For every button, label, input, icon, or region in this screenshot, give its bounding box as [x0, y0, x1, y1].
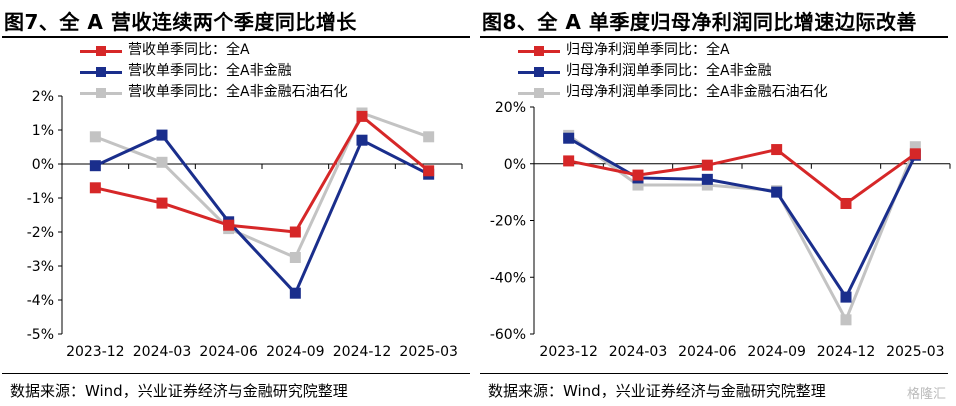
data-point	[423, 165, 435, 177]
data-point	[701, 173, 713, 185]
y-tick-label: -2%	[27, 225, 54, 241]
legend-marker	[96, 67, 106, 77]
legend-label: 归母净利润单季同比：全A	[566, 42, 730, 58]
data-point	[840, 291, 852, 303]
chart-title: 图7、全 A 营收连续两个季度同比增长	[4, 10, 357, 34]
data-point	[289, 226, 301, 238]
line-chart-profit: 20% 0% -20% -40% -60% 2023-12 2024-03 2024-06 20…	[490, 100, 951, 360]
x-tick-label: 2025-03	[399, 344, 458, 360]
series-line	[94, 133, 430, 295]
legend-label: 营收单季同比：全A非金融石油石化	[128, 84, 348, 100]
y-tick-label: -40%	[490, 270, 526, 286]
title-divider	[2, 36, 470, 38]
data-point	[223, 219, 235, 231]
legend-label: 营收单季同比：全A	[128, 42, 250, 58]
data-point	[289, 252, 301, 263]
y-tick-label: 0%	[504, 157, 526, 173]
data-point	[840, 197, 852, 209]
chart-panel-right: 图8、全 A 单季度归母净利润同比增速边际改善 20% 0% -20% -40% -60…	[478, 0, 956, 406]
y-tick-label: 20%	[495, 100, 526, 116]
legend-marker	[534, 88, 544, 98]
data-point	[156, 129, 168, 141]
y-tick-label: -60%	[490, 327, 526, 343]
x-tick-label: 2024-03	[133, 344, 192, 360]
chart-title: 图8、全 A 单季度归母净利润同比增速边际改善	[482, 10, 917, 34]
legend-marker	[534, 67, 544, 77]
data-point	[771, 144, 783, 156]
legend-label: 归母净利润单季同比：全A非金融石油石化	[566, 84, 828, 100]
y-tick-label: 0%	[32, 157, 54, 173]
data-point	[701, 159, 713, 171]
source-divider	[480, 373, 948, 374]
data-point	[909, 141, 921, 153]
y-tick-label: -20%	[490, 214, 526, 230]
source-divider	[2, 373, 470, 374]
data-point	[89, 182, 101, 194]
legend-marker	[96, 46, 106, 56]
data-point	[632, 179, 644, 191]
x-tick-label: 2024-12	[333, 344, 392, 360]
line-chart-revenue: 2% 1% 0% -1% -2% -3% -4% -5% 2023-12 2024-03 2024-…	[27, 89, 463, 360]
y-tick-label: 2%	[32, 89, 54, 105]
x-tick-label: 2024-09	[266, 344, 325, 360]
data-point	[563, 155, 575, 167]
series-line	[94, 111, 430, 259]
x-tick-label: 2024-12	[817, 344, 876, 360]
x-tick-label: 2023-12	[539, 344, 598, 360]
data-point	[156, 197, 168, 209]
x-tick-label: 2023-12	[66, 344, 125, 360]
data-point	[840, 314, 852, 326]
watermark: 格隆汇	[906, 387, 946, 402]
legend-label: 营收单季同比：全A非金融	[128, 63, 292, 79]
y-tick-label: -3%	[27, 259, 54, 275]
data-point	[701, 179, 713, 191]
series-line	[567, 134, 917, 322]
data-point	[289, 287, 301, 299]
legend-marker	[96, 88, 106, 98]
series-line	[568, 148, 917, 205]
series-line	[94, 114, 430, 234]
data-point	[771, 186, 783, 198]
data-point	[89, 160, 101, 172]
y-tick-label: -4%	[27, 293, 54, 309]
x-tick-label: 2024-06	[199, 344, 258, 360]
title-divider	[480, 36, 948, 38]
legend-marker	[534, 46, 544, 56]
source-note: 数据来源：Wind，兴业证券经济与金融研究院整理	[488, 382, 826, 400]
chart-panel-left: 图7、全 A 营收连续两个季度同比增长 2% 1% 0% -1% -2% -3% -4% -5…	[2, 10, 470, 400]
data-point	[909, 148, 921, 160]
y-tick-label: -1%	[27, 191, 54, 207]
data-point	[356, 134, 368, 146]
data-point	[632, 169, 644, 181]
data-point	[563, 132, 575, 144]
data-point	[156, 156, 168, 168]
y-tick-label: 1%	[32, 123, 54, 139]
x-tick-label: 2024-09	[747, 344, 806, 360]
data-point	[423, 131, 435, 143]
x-tick-label: 2024-06	[678, 344, 737, 360]
x-tick-label: 2024-03	[609, 344, 668, 360]
legend-label: 归母净利润单季同比：全A非金融	[566, 63, 772, 79]
y-tick-label: -5%	[27, 327, 54, 343]
source-note: 数据来源：Wind，兴业证券经济与金融研究院整理	[10, 382, 348, 400]
data-point	[89, 131, 101, 143]
x-tick-label: 2025-03	[886, 344, 945, 360]
data-point	[356, 110, 368, 122]
